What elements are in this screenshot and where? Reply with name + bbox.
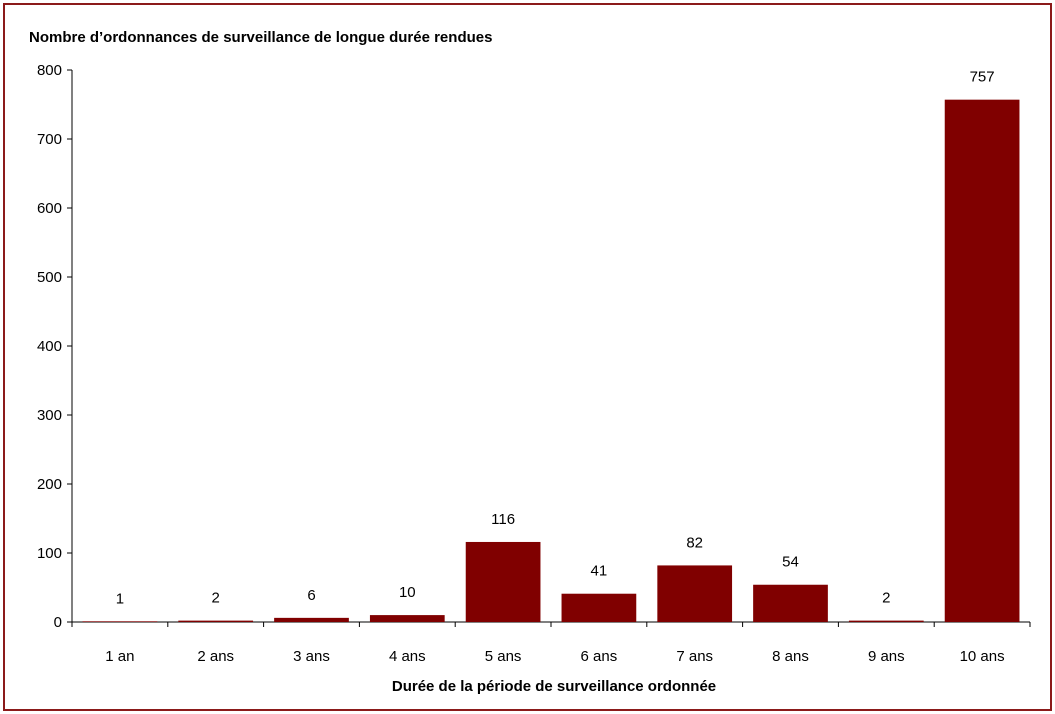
bar [848,620,924,622]
x-tick-label: 8 ans [772,648,809,665]
y-tick-label: 500 [37,269,62,286]
x-axis-title: Durée de la période de surveillance ordo… [392,678,716,695]
x-tick-label: 5 ans [485,648,522,665]
y-tick-label: 800 [37,62,62,79]
y-tick-label: 0 [54,614,62,631]
data-label: 757 [970,69,995,86]
bar [561,593,637,622]
data-label: 82 [686,534,703,551]
data-label: 1 [116,590,124,607]
bar-chart: Nombre d’ordonnances de surveillance de … [29,29,1031,695]
bar [369,615,445,622]
x-tick-label: 6 ans [581,648,618,665]
y-tick-label: 600 [37,200,62,217]
chart-frame: Nombre d’ordonnances de surveillance de … [3,3,1052,711]
x-tick-label: 2 ans [197,648,234,665]
x-axis: 1 an 2 ans 3 ans 4 ans 5 ans 6 ans 7 ans 8 ans 9… [71,621,1031,665]
y-tick-label: 700 [37,131,62,148]
data-labels: 1 2 6 10 116 41 82 54 2 757 [116,69,995,608]
y-axis: 0 100 200 300 400 500 600 700 800 [37,62,73,631]
data-label: 54 [782,554,799,571]
y-tick-label: 200 [37,476,62,493]
bar [82,621,158,622]
y-tick-label: 300 [37,407,62,424]
bar [274,617,349,622]
bar [753,584,828,622]
y-tick-label: 400 [37,338,62,355]
data-label: 116 [491,511,515,528]
bar [944,99,1020,623]
data-label: 6 [307,587,315,604]
bar [465,541,541,622]
bar [657,565,733,622]
y-tick-label: 100 [37,545,62,562]
x-tick-label: 9 ans [868,648,905,665]
x-tick-label: 7 ans [676,648,713,665]
data-label: 10 [399,584,416,601]
bar [178,620,254,622]
x-tick-label: 10 ans [960,648,1005,665]
chart-title: Nombre d’ordonnances de surveillance de … [29,29,492,46]
data-label: 2 [882,590,890,607]
bars [82,99,1020,623]
data-label: 41 [591,563,608,580]
x-tick-label: 4 ans [389,648,426,665]
data-label: 2 [212,590,220,607]
x-tick-label: 3 ans [293,648,330,665]
x-tick-label: 1 an [105,648,134,665]
